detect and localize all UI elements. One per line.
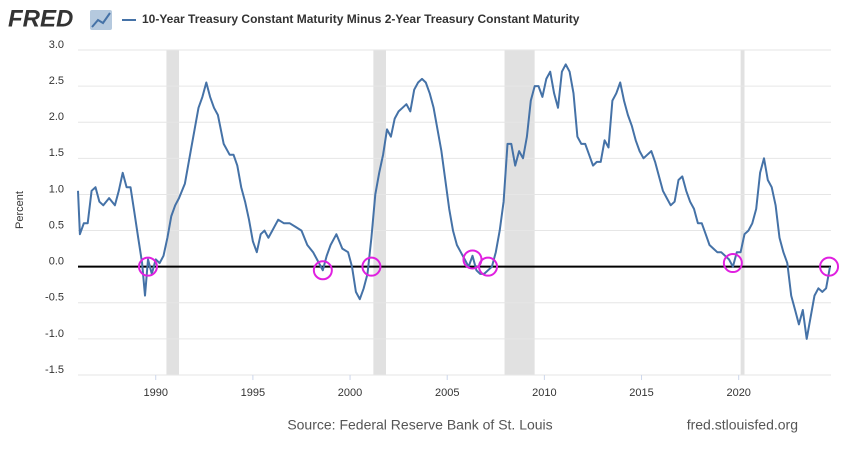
y-tick-label: 0.5 bbox=[49, 219, 64, 231]
x-tick-label: 2015 bbox=[629, 387, 653, 399]
highlight-circle bbox=[478, 256, 499, 277]
highlight-circle bbox=[361, 256, 382, 277]
highlight-circle bbox=[137, 256, 158, 277]
highlight-circle bbox=[312, 260, 333, 281]
x-tick-label: 1990 bbox=[143, 387, 167, 399]
y-tick-label: 3.0 bbox=[49, 39, 64, 51]
y-tick-label: 2.0 bbox=[49, 111, 64, 123]
source: Source: Federal Reserve Bank of St. Loui… bbox=[287, 417, 552, 433]
x-tick-label: 2000 bbox=[338, 387, 362, 399]
x-tick-label: 2005 bbox=[435, 387, 459, 399]
y-tick-label: 2.5 bbox=[49, 75, 64, 87]
highlight-circle bbox=[722, 253, 743, 274]
y-tick-label: 1.0 bbox=[49, 183, 64, 195]
y-tick-label: 0.0 bbox=[49, 256, 64, 268]
recession-band bbox=[740, 50, 745, 375]
series-line bbox=[77, 63, 831, 340]
logo-icon bbox=[90, 10, 112, 30]
y-tick-label: -0.5 bbox=[45, 292, 64, 304]
x-tick-label: 2010 bbox=[532, 387, 556, 399]
y-tick-label: -1.5 bbox=[45, 364, 64, 376]
recession-band bbox=[373, 50, 387, 375]
y-axis-label: Percent bbox=[14, 191, 26, 229]
recession-band bbox=[504, 50, 535, 375]
site: fred.stlouisfed.org bbox=[687, 417, 798, 433]
logo: FRED bbox=[8, 5, 73, 32]
y-tick-label: -1.0 bbox=[45, 328, 64, 340]
y-tick-label: 1.5 bbox=[49, 147, 64, 159]
legend-label: 10-Year Treasury Constant Maturity Minus… bbox=[142, 12, 580, 26]
highlight-circle bbox=[819, 256, 840, 277]
x-tick-label: 1995 bbox=[241, 387, 265, 399]
x-tick-label: 2020 bbox=[726, 387, 750, 399]
